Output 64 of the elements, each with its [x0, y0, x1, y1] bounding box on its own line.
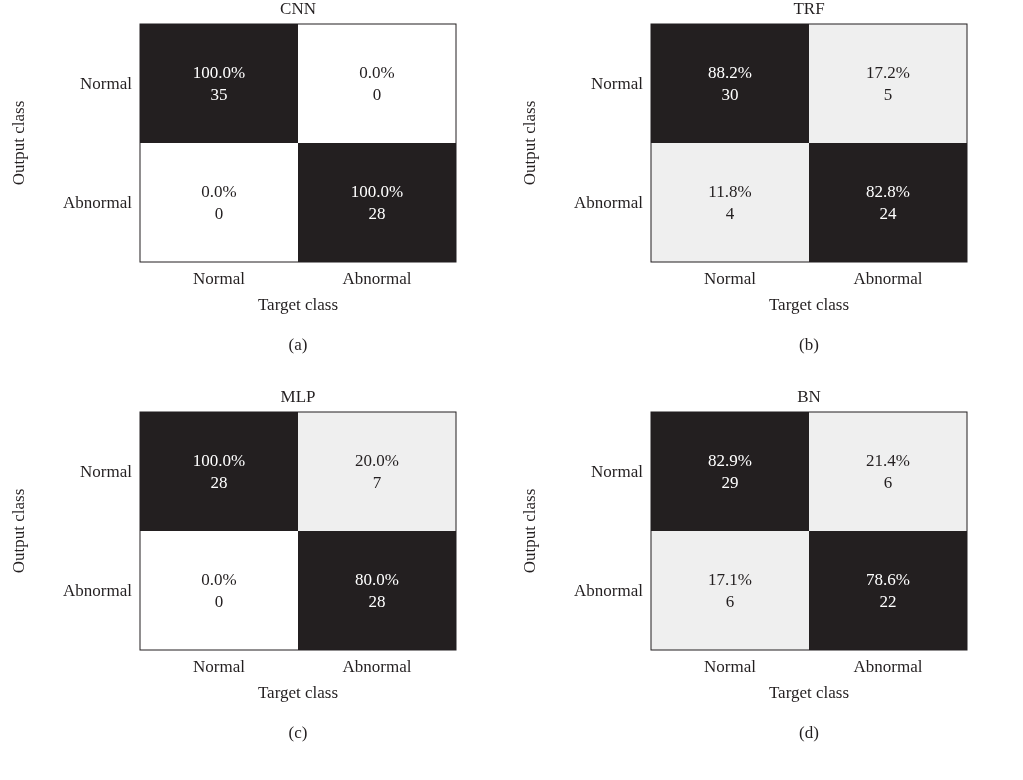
x-tick-label: Normal	[193, 269, 246, 288]
y-tick-label: Normal	[80, 462, 133, 481]
y-axis-title: Output class	[9, 488, 28, 574]
annotation: 0	[372, 85, 382, 104]
x-tick-label: Normal	[193, 657, 246, 676]
data-label: 0.0%	[201, 182, 237, 201]
x-axis-title: Target class	[768, 683, 850, 702]
chart-title: MLP	[280, 387, 316, 406]
text: (c)	[288, 723, 308, 742]
annotation: 5	[883, 85, 893, 104]
data-label: 100.0%	[192, 63, 246, 82]
data-label: 17.1%	[708, 570, 752, 589]
annotation: 28	[210, 473, 228, 492]
data-label: 82.9%	[708, 451, 752, 470]
y-axis-title: Output class	[9, 100, 28, 186]
data-label: 21.4%	[866, 451, 910, 470]
x-tick-label: Abnormal	[853, 269, 923, 288]
y-tick-label: Abnormal	[63, 581, 133, 600]
x-tick-label: Abnormal	[342, 269, 412, 288]
data-label: 20.0%	[355, 451, 399, 470]
data-label: 80.0%	[355, 570, 399, 589]
chart-title: CNN	[280, 0, 316, 18]
annotation: 4	[725, 204, 735, 223]
y-tick-label: Abnormal	[574, 193, 644, 212]
annotation: 22	[879, 592, 897, 611]
y-tick-label: Abnormal	[63, 193, 133, 212]
data-label: 78.6%	[866, 570, 910, 589]
annotation: 6	[725, 592, 735, 611]
data-label: 0.0%	[359, 63, 395, 82]
annotation: 24	[879, 204, 897, 223]
data-label: 17.2%	[866, 63, 910, 82]
chart-title: TRF	[793, 0, 825, 18]
annotation: 28	[368, 592, 386, 611]
annotation: 35	[210, 85, 228, 104]
data-label: 82.8%	[866, 182, 910, 201]
annotation: 29	[721, 473, 739, 492]
text: (a)	[288, 335, 308, 354]
annotation: 7	[372, 473, 382, 492]
annotation: 30	[721, 85, 739, 104]
y-tick-label: Normal	[591, 462, 644, 481]
annotation: 0	[214, 592, 224, 611]
y-axis-title: Output class	[520, 100, 539, 186]
annotation: 6	[883, 473, 893, 492]
x-tick-label: Abnormal	[853, 657, 923, 676]
data-label: 11.8%	[708, 182, 752, 201]
x-tick-label: Abnormal	[342, 657, 412, 676]
data-label: 88.2%	[708, 63, 752, 82]
data-label: 0.0%	[201, 570, 237, 589]
data-label: 100.0%	[192, 451, 246, 470]
x-axis-title: Target class	[257, 295, 339, 314]
x-axis-title: Target class	[257, 683, 339, 702]
y-axis-title: Output class	[520, 488, 539, 574]
x-tick-label: Normal	[704, 657, 757, 676]
y-tick-label: Abnormal	[574, 581, 644, 600]
y-tick-label: Normal	[591, 74, 644, 93]
x-tick-label: Normal	[704, 269, 757, 288]
annotation: 0	[214, 204, 224, 223]
y-tick-label: Normal	[80, 74, 133, 93]
data-label: 100.0%	[350, 182, 404, 201]
chart-title: BN	[797, 387, 821, 406]
annotation: 28	[368, 204, 386, 223]
x-axis-title: Target class	[768, 295, 850, 314]
text: (d)	[799, 723, 819, 742]
text: (b)	[799, 335, 819, 354]
